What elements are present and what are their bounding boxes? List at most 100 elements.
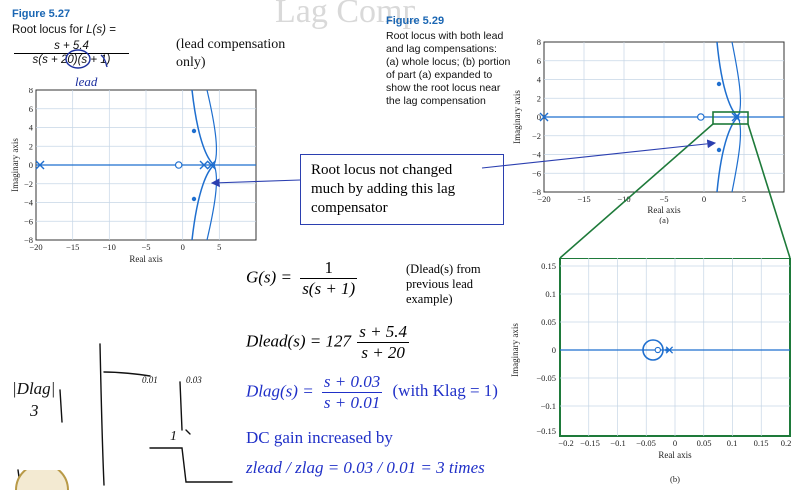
pole-marker	[665, 346, 674, 354]
fig527-num: s + 5.4	[14, 40, 129, 54]
cl-pole-marker	[665, 348, 669, 352]
callout-line: much by adding this lag	[311, 181, 456, 197]
eq-G-lhs: G(s) =	[246, 267, 292, 287]
x-tick-label: −10	[103, 242, 116, 252]
eq-G-note-line: example)	[406, 292, 453, 306]
x-tick-label: −0.15	[580, 438, 600, 448]
fig527-caption-prefix: Root locus for	[12, 24, 83, 36]
handwritten-lead: lead	[75, 74, 98, 89]
y-tick-labels: 8 6 4 2 0 −2 −4 −6 −8	[24, 88, 34, 245]
y-tick-labels: 8 6 4 2 0 −2 −4 −6 −8	[532, 37, 542, 197]
y-tick-label: 6	[537, 56, 541, 66]
lag-locus-circle	[642, 339, 664, 361]
x-tick-label: 0.15	[754, 438, 769, 448]
x-axis-label: Real axis	[647, 205, 681, 215]
y-tick-label: 8	[29, 88, 33, 95]
pole-marker-20	[539, 112, 549, 122]
background-text-top: Lag Compensation	[275, 0, 415, 30]
x-tick-label: 0	[181, 242, 185, 252]
eq-Dlead-lhs: Dlead(s) = 127	[246, 331, 351, 351]
x-tick-label: 5	[742, 194, 746, 204]
y-tick-labels: 0.15 0.1 0.05 0 −0.05 −0.1 −0.15	[536, 261, 556, 436]
x-tick-label: −10	[617, 194, 630, 204]
y-tick-label: 4	[537, 75, 542, 85]
hw-tick1	[179, 381, 183, 431]
y-tick-label: 4	[29, 123, 34, 133]
callout-line: compensator	[311, 200, 388, 216]
x-tick-label: −5	[141, 242, 150, 252]
y-axis-label: Imaginary axis	[512, 90, 522, 144]
fig527-den: s(s + 20)(s + 1)	[32, 54, 111, 66]
y-tick-label: −4	[532, 150, 542, 160]
x-tick-label: −20	[537, 194, 550, 204]
panel-label: (b)	[670, 474, 680, 484]
eq-G-frac: 1 s(s + 1)	[300, 258, 358, 299]
locus-circle-arc	[206, 164, 218, 241]
eq-Dlead-num: s + 5.4	[357, 322, 410, 343]
callout-arrow-right	[481, 139, 717, 169]
eq-G: G(s) = 1 s(s + 1)	[246, 258, 358, 299]
handwritten-strike	[100, 54, 108, 68]
callout-box: Root locus not changed much by adding th…	[300, 154, 504, 225]
eq-G-note-line: (Dlead(s) from	[406, 262, 481, 276]
callout-arrow-left	[210, 178, 301, 188]
eq-Dlead-frac: s + 5.4 s + 20	[357, 322, 410, 363]
hw-bar	[59, 389, 63, 423]
root-locus-zoom-plot: 0.15 0.1 0.05 0 −0.05 −0.1 −0.15 −0.2 −0…	[510, 258, 791, 484]
eq-G-note: (Dlead(s) from previous lead example)	[406, 262, 481, 307]
zoom-box	[712, 111, 749, 125]
x-tick-label: 0	[673, 438, 677, 448]
x-tick-label: −0.2	[558, 438, 573, 448]
pole-marker-1	[199, 160, 209, 170]
panel-label: (a)	[659, 215, 669, 224]
x-tick-labels: −20 −15 −10 −5 0 5	[29, 242, 221, 252]
pole-marker-1	[731, 112, 741, 122]
y-tick-label: 0	[29, 160, 33, 170]
y-tick-label: −0.05	[536, 373, 556, 383]
x-tick-label: −15	[66, 242, 79, 252]
x-axis-label: Real axis	[129, 254, 163, 264]
zoom-connector-right	[747, 123, 791, 259]
fig529-line: Root locus with both lead	[386, 30, 504, 42]
eq-Dlag-frac: s + 0.03 s + 0.01	[321, 372, 383, 413]
y-tick-label: −4	[24, 198, 34, 208]
fig527-heading: Figure 5.27	[12, 8, 71, 20]
y-tick-label: −0.15	[536, 426, 556, 436]
x-tick-label: 0.05	[697, 438, 712, 448]
fig529-heading: Figure 5.29	[386, 15, 445, 27]
eq-G-note-line: previous lead	[406, 277, 473, 291]
fig527-caption: Root locus for L(s) =	[12, 24, 116, 37]
y-tick-label: −2	[532, 131, 541, 141]
fig527-note-line1: (lead compensation	[176, 37, 286, 52]
eq-Dlead-den: s + 20	[361, 343, 405, 362]
pole-marker-20	[35, 160, 45, 170]
zero-marker	[654, 346, 661, 354]
x-tick-label: 0.1	[727, 438, 738, 448]
y-tick-label: −8	[532, 187, 541, 197]
eq-Dlag-note: (with Klag = 1)	[392, 381, 498, 401]
x-tick-label: −5	[659, 194, 668, 204]
fig529-caption: Root locus with both lead and lag compen…	[386, 30, 510, 108]
y-tick-label: 2	[537, 93, 541, 103]
university-seal-logo	[15, 470, 69, 490]
hw-three: 3	[29, 401, 39, 420]
locus-branch-lower	[716, 116, 739, 193]
fig529-line: of part (a) expanded to	[386, 69, 493, 81]
callout-line: Root locus not changed	[311, 162, 453, 178]
hw-curve	[103, 371, 151, 377]
fig527-note: (lead compensation only)	[176, 36, 285, 72]
y-tick-label: 2	[29, 141, 33, 151]
y-tick-label: −6	[24, 216, 33, 226]
y-axis-label: Imaginary axis	[10, 138, 20, 192]
fig529-line: the lag compensation	[386, 95, 486, 107]
cl-pole-marker	[191, 128, 197, 134]
x-axis-label: Real axis	[658, 450, 692, 460]
hw-freq2: 0.03	[186, 375, 202, 385]
x-tick-label: −15	[577, 194, 590, 204]
y-tick-label: −6	[532, 168, 541, 178]
root-locus-plot-lead: 8 6 4 2 0 −2 −4 −6 −8 −20 −15 −10 −5 0 5…	[10, 88, 257, 264]
eq-Dlead: Dlead(s) = 127 s + 5.4 s + 20	[246, 322, 410, 363]
cl-pole-marker	[716, 81, 722, 87]
y-tick-label: 0	[552, 345, 556, 355]
